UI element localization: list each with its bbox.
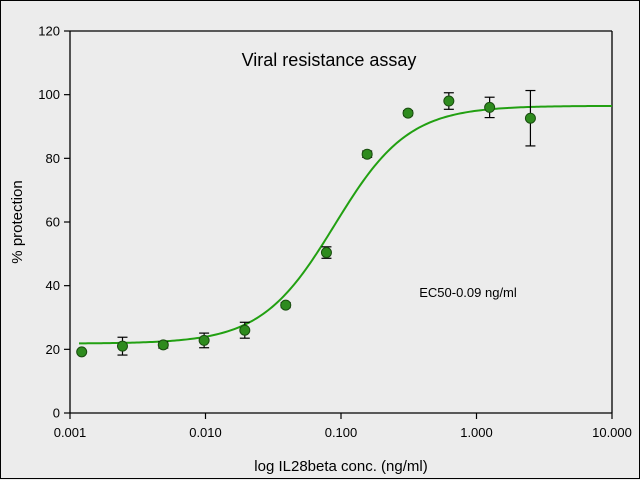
chart-title: Viral resistance assay	[242, 50, 417, 70]
x-tick-label: 0.001	[54, 425, 87, 440]
y-tick-label: 40	[46, 278, 60, 293]
fit-curve	[78, 104, 612, 345]
data-point	[524, 112, 536, 124]
x-tick-label: 0.100	[325, 425, 358, 440]
data-point	[484, 101, 496, 113]
data-point	[198, 334, 210, 346]
data-point	[76, 346, 88, 358]
x-tick-label: 1.000	[460, 425, 493, 440]
y-tick-label: 60	[46, 215, 60, 230]
data-point	[320, 247, 332, 259]
y-axis-title: % protection	[9, 180, 26, 263]
ec50-annotation: EC50-0.09 ng/ml	[419, 285, 517, 300]
x-tick-label: 10.000	[592, 425, 632, 440]
fit-curve-layer	[78, 104, 612, 345]
data-point	[443, 95, 455, 107]
y-tick-label: 80	[46, 151, 60, 166]
y-tick-label: 20	[46, 342, 60, 357]
data-point	[280, 299, 292, 311]
data-point	[116, 340, 128, 352]
axis-ticks: 0 20 40 60 80 100 120 0.001 0.010 0.100 1.000 10.00…	[38, 24, 632, 441]
y-tick-label: 100	[38, 87, 60, 102]
data-point	[157, 339, 169, 351]
x-axis-title: log IL28beta conc. (ng/ml)	[254, 458, 427, 475]
data-point	[361, 148, 373, 160]
data-points	[76, 89, 536, 358]
data-point	[402, 107, 414, 119]
y-tick-label: 0	[53, 406, 60, 421]
x-tick-label: 0.010	[189, 425, 222, 440]
y-tick-label: 120	[38, 24, 60, 39]
data-point	[239, 324, 251, 336]
